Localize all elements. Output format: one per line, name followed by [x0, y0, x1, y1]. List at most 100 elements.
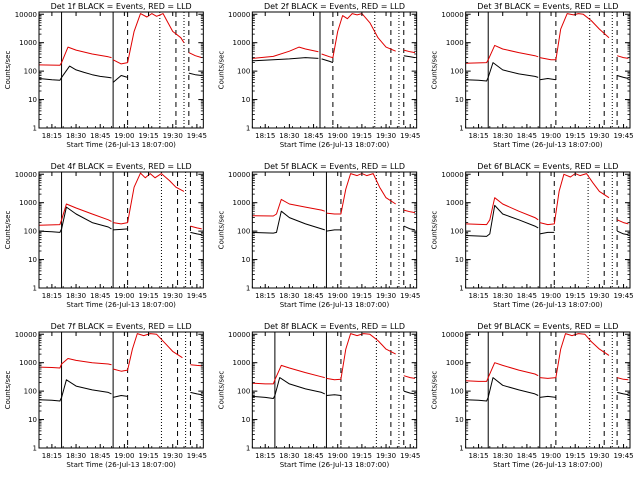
y-tick-label: 10	[241, 256, 250, 264]
y-tick-label: 1	[33, 285, 37, 293]
lld-line	[112, 13, 185, 65]
x-tick-label: 18:30	[66, 452, 86, 460]
lld-line	[188, 52, 202, 59]
y-tick-label: 10	[28, 416, 37, 424]
x-tick-label: 19:45	[613, 452, 633, 460]
lld-line	[113, 172, 185, 225]
events-line	[539, 78, 556, 81]
y-tick-label: 10	[455, 96, 464, 104]
detector-panel-6: 1 10 100 1000 10000 18:15 18:30 18:45 19:00 19:15…	[431, 162, 634, 309]
panel-title: Det 6f BLACK = Events, RED = LLD	[477, 162, 618, 171]
y-tick-label: 10	[241, 96, 250, 104]
y-tick-label: 1000	[19, 199, 37, 207]
x-tick-label: 19:15	[138, 452, 158, 460]
x-tick-label: 18:30	[279, 292, 299, 300]
events-line	[616, 391, 629, 396]
y-tick-label: 100	[450, 228, 463, 236]
x-tick-label: 19:30	[376, 452, 396, 460]
lld-line	[403, 49, 416, 54]
events-line	[616, 75, 629, 79]
x-tick-label: 18:15	[468, 132, 488, 140]
detector-panel-7: 1 10 100 1000 10000 18:15 18:30 18:45 19:00 19:15…	[4, 322, 207, 469]
y-tick-label: 100	[450, 388, 463, 396]
events-line	[252, 210, 325, 234]
x-tick-label: 18:45	[517, 292, 537, 300]
x-tick-label: 18:15	[42, 132, 62, 140]
x-tick-label: 18:30	[493, 132, 513, 140]
lld-line	[190, 225, 202, 230]
events-line	[465, 62, 539, 82]
x-axis-label: Start Time (26-Jul-13 18:07:00)	[493, 141, 603, 149]
x-tick-label: 19:30	[589, 292, 609, 300]
panel-title: Det 9f BLACK = Events, RED = LLD	[477, 322, 618, 331]
y-tick-label: 10000	[441, 331, 463, 339]
events-line	[188, 72, 202, 76]
panel-title: Det 4f BLACK = Events, RED = LLD	[51, 162, 192, 171]
panel-title: Det 3f BLACK = Events, RED = LLD	[477, 2, 618, 11]
x-tick-label: 18:30	[493, 292, 513, 300]
axes-frame	[251, 331, 418, 449]
x-tick-label: 19:45	[187, 132, 207, 140]
x-tick-label: 19:45	[400, 132, 420, 140]
x-tick-label: 19:15	[138, 292, 158, 300]
detector-panel-9: 1 10 100 1000 10000 18:15 18:30 18:45 19:00 19:15…	[431, 322, 634, 469]
lld-line	[321, 13, 396, 59]
x-tick-label: 18:15	[255, 132, 275, 140]
x-tick-label: 18:15	[255, 452, 275, 460]
y-tick-label: 1	[459, 445, 463, 453]
y-axis-label: Counts/sec	[217, 371, 225, 410]
lld-line	[403, 209, 416, 214]
y-tick-label: 1000	[19, 359, 37, 367]
x-tick-label: 18:45	[90, 292, 110, 300]
lld-line	[465, 362, 539, 382]
events-line	[39, 206, 112, 233]
y-axis-label: Counts/sec	[217, 51, 225, 90]
axes-frame	[251, 171, 418, 289]
x-tick-label: 19:00	[114, 132, 134, 140]
lld-line	[252, 198, 325, 217]
x-tick-label: 19:30	[163, 132, 183, 140]
x-tick-label: 18:15	[42, 292, 62, 300]
events-line	[190, 231, 202, 236]
detector-panel-1: 1 10 100 1000 10000 18:15 18:30 18:45 19:00 19:15…	[4, 2, 207, 149]
lld-line	[403, 375, 416, 379]
lld-line	[252, 364, 325, 385]
lld-line	[539, 13, 610, 61]
y-tick-label: 100	[237, 388, 250, 396]
events-line	[465, 377, 539, 402]
events-line	[190, 391, 202, 396]
lld-line	[616, 55, 629, 59]
events-line	[326, 229, 341, 232]
y-tick-label: 1	[33, 125, 37, 133]
lld-line	[190, 364, 202, 367]
x-tick-label: 19:30	[163, 292, 183, 300]
x-tick-label: 19:30	[163, 452, 183, 460]
y-tick-label: 1000	[446, 199, 464, 207]
y-axis-label: Counts/sec	[4, 371, 12, 410]
x-axis-label: Start Time (26-Jul-13 18:07:00)	[66, 141, 176, 149]
x-tick-label: 18:15	[255, 292, 275, 300]
events-line	[39, 65, 112, 81]
x-tick-label: 19:00	[114, 452, 134, 460]
lld-line	[465, 197, 539, 226]
detector-panel-8: 1 10 100 1000 10000 18:15 18:30 18:45 19:00 19:15…	[217, 322, 420, 469]
panel-title: Det 1f BLACK = Events, RED = LLD	[51, 2, 192, 11]
y-tick-label: 100	[237, 228, 250, 236]
axes-frame	[465, 171, 631, 289]
x-tick-label: 19:15	[565, 292, 585, 300]
x-tick-label: 18:45	[517, 452, 537, 460]
y-tick-label: 1000	[233, 359, 251, 367]
y-axis-label: Counts/sec	[4, 211, 12, 250]
y-tick-label: 1000	[446, 39, 464, 47]
y-tick-label: 10000	[15, 331, 37, 339]
events-line	[112, 395, 128, 398]
events-line	[403, 390, 416, 395]
x-tick-label: 19:15	[565, 132, 585, 140]
x-tick-label: 19:00	[541, 452, 561, 460]
x-tick-label: 19:15	[352, 452, 372, 460]
x-tick-label: 18:45	[90, 132, 110, 140]
axes-frame	[38, 331, 204, 449]
y-tick-label: 100	[450, 68, 463, 76]
lld-line	[39, 358, 112, 369]
y-tick-label: 10000	[228, 171, 250, 179]
